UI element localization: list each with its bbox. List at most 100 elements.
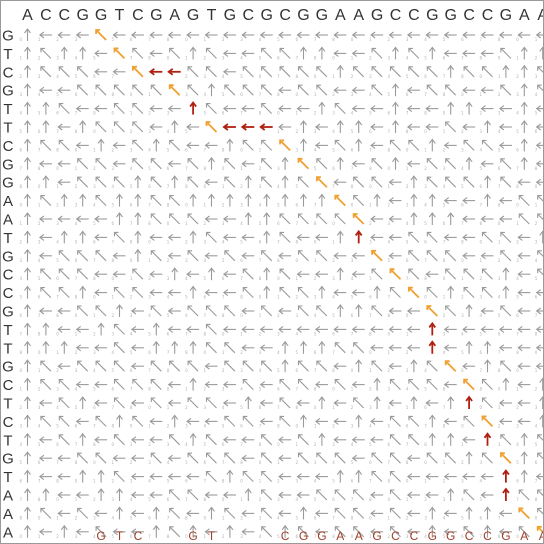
svg-text:7: 7 [93,258,96,263]
column-base-label: G [76,7,88,24]
svg-text:5: 5 [20,129,23,134]
svg-text:2: 2 [130,129,133,134]
svg-text:6: 6 [93,239,96,244]
svg-text:7: 7 [277,239,280,244]
matrix-cell-arrow: 0 [167,213,181,226]
matrix-cell-arrow: 2 [148,105,163,116]
svg-text:8: 8 [259,442,262,447]
matrix-cell-arrow: 3 [38,233,52,244]
svg-text:6: 6 [498,331,501,336]
svg-text:8: 8 [424,442,427,447]
matrix-cell-arrow: 3 [185,417,200,428]
svg-text:5: 5 [296,184,299,189]
svg-text:8: 8 [296,239,299,244]
svg-text:2: 2 [535,221,538,226]
matrix-cell-arrow: 3 [112,323,125,336]
svg-text:7: 7 [112,239,115,244]
matrix-cell-arrow: 1 [480,252,494,263]
svg-text:3: 3 [259,350,262,355]
svg-text:7: 7 [148,534,151,539]
svg-text:7: 7 [20,331,23,336]
matrix-cell-arrow: 7 [112,397,125,410]
svg-text:5: 5 [332,313,335,318]
matrix-cell-arrow: 6 [75,84,89,97]
matrix-cell-arrow: 0 [296,250,309,263]
svg-text:2: 2 [332,423,335,428]
matrix-cell-arrow: 6 [259,230,271,244]
matrix-cell-arrow: 7 [388,287,401,300]
matrix-cell-arrow: 6 [480,340,491,355]
matrix-cell-arrow: 4 [388,399,402,410]
svg-text:0: 0 [167,387,170,392]
matrix-cell-arrow: 3 [332,103,346,116]
svg-text:4: 4 [112,350,115,355]
svg-text:8: 8 [167,37,170,42]
matrix-cell-arrow: 7 [296,379,309,392]
svg-text:7: 7 [498,350,501,355]
matrix-cell-arrow: 6 [424,66,438,79]
matrix-cell-arrow: 4 [93,195,107,208]
svg-text:5: 5 [351,129,354,134]
matrix-cell-arrow: 1 [406,491,420,502]
svg-text:5: 5 [406,405,409,410]
svg-text:1: 1 [38,37,41,42]
matrix-cell-arrow: 6 [332,489,346,502]
matrix-cell-arrow: 7 [406,268,420,281]
matrix-cell-arrow: 0 [185,524,197,539]
matrix-cell-arrow: 4 [332,120,344,134]
matrix-cell-arrow: 2 [369,377,381,392]
svg-text:0: 0 [75,147,78,152]
svg-text:1: 1 [388,184,391,189]
matrix-cell-arrow: 2 [535,377,543,392]
matrix-cell-arrow: 6 [204,452,217,465]
svg-text:4: 4 [240,55,243,60]
svg-text:7: 7 [75,276,78,281]
svg-text:0: 0 [204,184,207,189]
svg-text:2: 2 [296,129,299,134]
svg-text:6: 6 [112,221,115,226]
matrix-cell-arrow: 7 [112,231,125,244]
matrix-cell-arrow: 4 [461,325,476,336]
matrix-cell-arrow: 0 [369,509,384,520]
matrix-cell-arrow: 8 [38,160,52,171]
svg-text:7: 7 [20,166,23,171]
matrix-cell-arrow: 1 [240,488,252,502]
svg-text:1: 1 [535,203,538,208]
matrix-cell-arrow: 5 [130,175,142,189]
matrix-cell-arrow: 3 [112,488,123,502]
matrix-cell-arrow: 7 [480,193,491,208]
svg-text:6: 6 [75,423,78,428]
svg-text:8: 8 [38,166,41,171]
svg-text:4: 4 [461,166,464,171]
matrix-cell-arrow: 6 [461,197,476,208]
svg-text:6: 6 [296,534,299,539]
matrix-cell-arrow: 7 [480,31,494,42]
matrix-cell-arrow: 0 [75,141,89,152]
svg-text:8: 8 [443,92,446,97]
aligned-base-label: G [317,529,326,543]
matrix-cell-arrow: 0 [204,342,217,355]
svg-text:3: 3 [461,147,464,152]
svg-text:8: 8 [240,295,243,300]
svg-text:2: 2 [332,92,335,97]
matrix-cell-arrow: 7 [259,417,273,428]
row-base-label: C [3,138,14,155]
matrix-cell-arrow: 7 [332,507,346,520]
svg-text:4: 4 [406,221,409,226]
matrix-cell-arrow: 8 [112,414,123,428]
matrix-cell-arrow: 0 [498,47,512,60]
svg-text:7: 7 [222,295,225,300]
matrix-cell-arrow: 4 [516,270,531,281]
matrix-cell-arrow: 5 [461,506,473,520]
matrix-cell-arrow: 0 [38,340,50,355]
matrix-cell-arrow: 6 [406,86,420,97]
matrix-cell-arrow: 8 [461,233,476,244]
matrix-cell-arrow: 0 [351,195,365,208]
svg-text:7: 7 [56,129,59,134]
aligned-base-label: A [336,529,344,543]
svg-text:8: 8 [130,239,133,244]
matrix-cell-arrow: 4 [388,233,402,244]
matrix-cell-arrow: 6 [516,469,528,484]
matrix-cell-arrow: 6 [498,158,512,171]
matrix-cell-arrow: 1 [204,31,218,42]
